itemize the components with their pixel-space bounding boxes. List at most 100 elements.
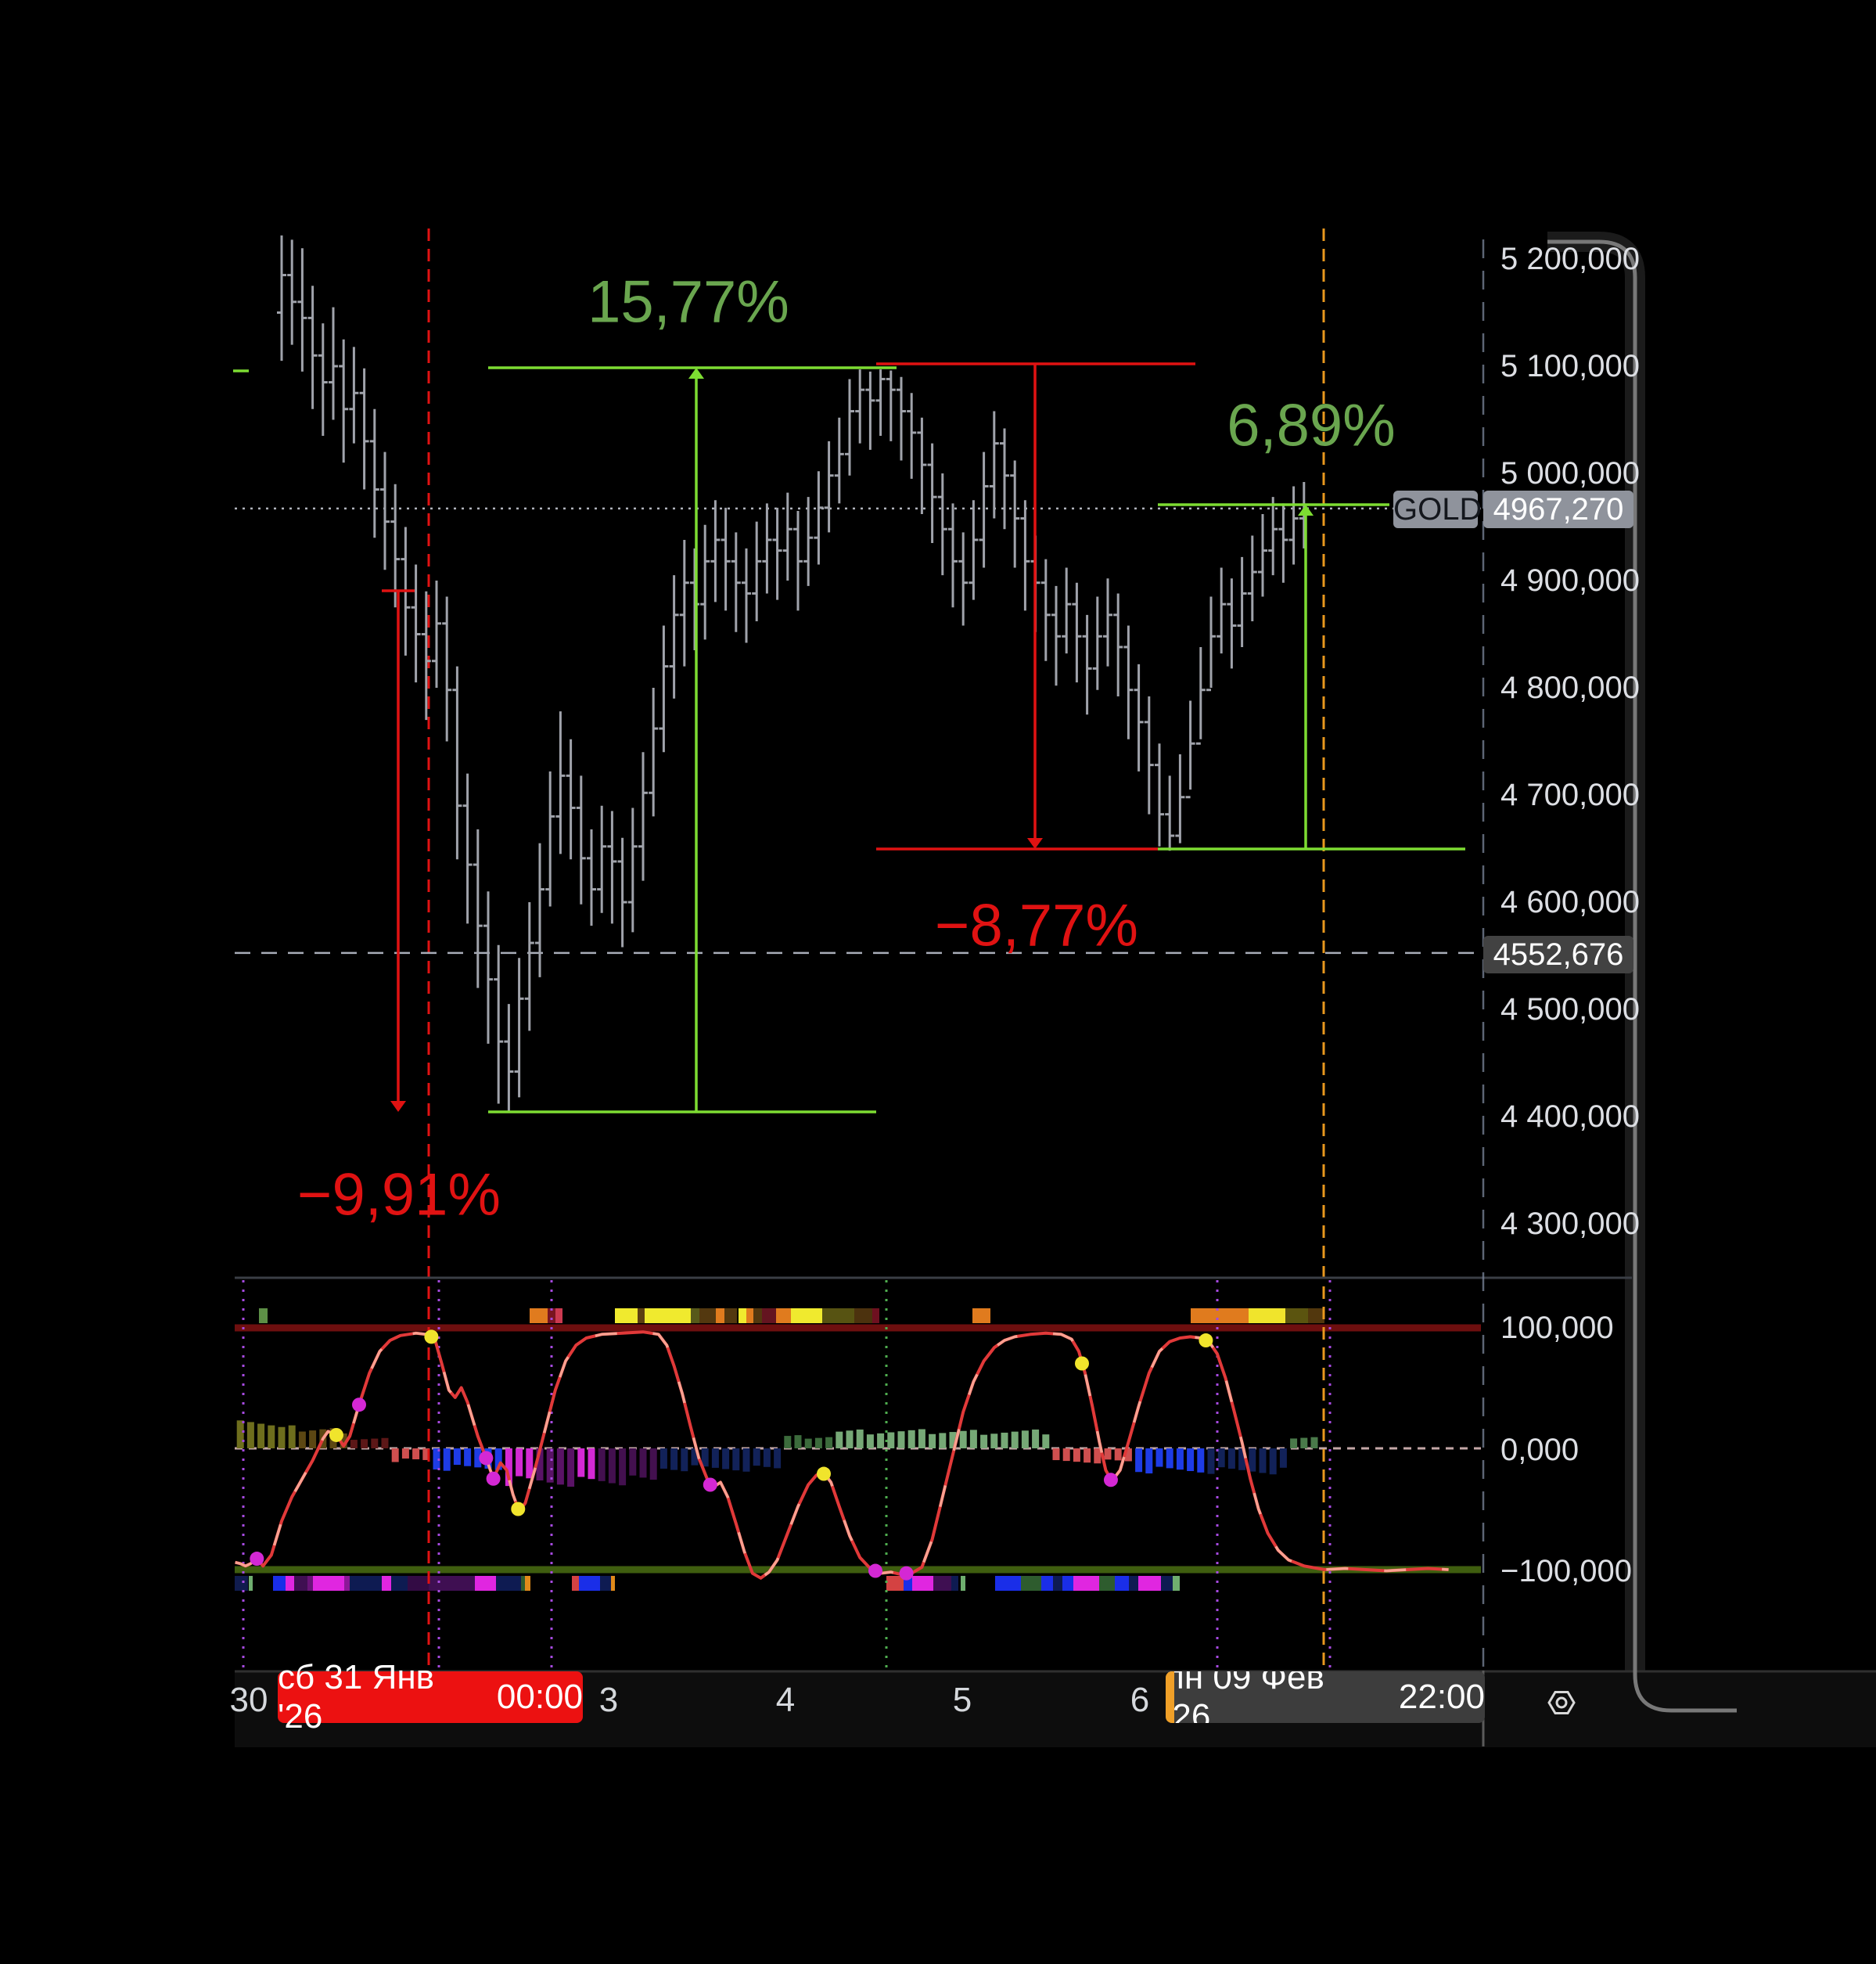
histogram-bar <box>753 1448 760 1466</box>
histogram-bar <box>1310 1437 1318 1448</box>
histogram-bar <box>1207 1448 1215 1474</box>
histogram-bar <box>371 1438 379 1448</box>
indicator-bottom-strip-segment <box>273 1576 286 1591</box>
histogram-bar <box>1269 1448 1277 1475</box>
indicator-bottom-strip-segment <box>249 1576 253 1591</box>
badge-time: 00:00 <box>496 1678 583 1716</box>
histogram-bar <box>505 1448 512 1487</box>
price-axis-label: 5 000,000 <box>1500 456 1640 491</box>
histogram-bar <box>1114 1448 1122 1461</box>
indicator-top-strip-segment <box>1249 1308 1285 1323</box>
histogram-bar <box>794 1435 802 1448</box>
indicator-top-strip-segment <box>691 1308 699 1323</box>
histogram-bar <box>784 1436 792 1448</box>
histogram-bar <box>877 1433 885 1448</box>
histogram-bar <box>649 1448 657 1480</box>
indicator-bottom-strip-segment <box>1129 1576 1138 1591</box>
histogram-bar <box>598 1448 606 1481</box>
histogram-bar <box>1259 1448 1267 1473</box>
histogram-bar <box>980 1434 988 1448</box>
price-axis-label: 4 400,000 <box>1500 1099 1640 1134</box>
histogram-bar <box>588 1448 595 1480</box>
histogram-bar <box>866 1434 874 1448</box>
histogram-bar <box>836 1431 843 1448</box>
scale-settings-icon[interactable] <box>1543 1684 1580 1721</box>
indicator-bottom-strip-segment <box>600 1576 611 1591</box>
histogram-bar <box>1042 1434 1050 1448</box>
indicator-top-strip-segment <box>872 1308 879 1323</box>
indicator-bottom-strip-segment <box>307 1576 313 1591</box>
histogram-bar <box>804 1438 812 1448</box>
histogram-bar <box>742 1448 750 1472</box>
histogram-bar <box>763 1448 771 1467</box>
histogram-bar <box>774 1448 782 1469</box>
histogram-bar <box>1001 1432 1008 1448</box>
oscillator-signal-dot-magenta <box>1103 1473 1118 1487</box>
histogram-bar <box>1052 1448 1060 1461</box>
price-axis-label: 4 700,000 <box>1500 778 1640 812</box>
indicator-bottom-strip-segment <box>1073 1576 1099 1591</box>
histogram-bar <box>959 1430 967 1448</box>
histogram-bar <box>681 1448 688 1472</box>
indicator-top-strip-segment <box>615 1308 638 1323</box>
oscillator-line-highlight <box>235 1330 1449 1580</box>
histogram-bar <box>546 1448 554 1483</box>
oscillator-signal-dot-magenta <box>868 1563 882 1578</box>
histogram-bar <box>268 1425 275 1448</box>
histogram-bar <box>494 1448 502 1470</box>
histogram-bar <box>464 1448 472 1466</box>
histogram-bar <box>401 1448 409 1459</box>
oscillator-signal-dot-magenta <box>899 1566 914 1581</box>
histogram-bar <box>298 1431 306 1448</box>
histogram-bar <box>1104 1448 1112 1460</box>
oscillator-signal-dot-magenta <box>703 1477 717 1492</box>
indicator-bottom-strip-segment <box>294 1576 307 1591</box>
histogram-bar <box>536 1448 544 1480</box>
histogram-bar <box>1217 1448 1225 1468</box>
indicator-bottom-strip-segment <box>429 1576 475 1591</box>
histogram-bar <box>1238 1448 1246 1470</box>
indicator-top-strip-segment <box>1191 1308 1249 1323</box>
indicator-top-strip-segment <box>548 1308 555 1323</box>
indicator-bottom-strip-segment <box>579 1576 600 1591</box>
histogram-bar <box>659 1448 667 1469</box>
oscillator-signal-dot-magenta <box>250 1552 264 1567</box>
histogram-bar <box>918 1429 925 1448</box>
indicator-bottom-strip-segment <box>1053 1576 1062 1591</box>
side-panel-border <box>1547 239 1737 1713</box>
histogram-bar <box>949 1432 957 1448</box>
indicator-top-strip-segment <box>854 1308 872 1323</box>
histogram-bar <box>288 1425 296 1448</box>
histogram-bar <box>732 1448 740 1471</box>
indicator-bottom-strip-segment <box>350 1576 382 1591</box>
histogram-bar <box>1011 1431 1019 1448</box>
measure-arrowhead <box>1298 505 1314 516</box>
range-end-date-badge: пн 09 Фев '26 22:00 <box>1166 1671 1485 1723</box>
histogram-bar <box>1073 1448 1080 1462</box>
histogram-bar <box>608 1448 616 1484</box>
histogram-bar <box>969 1430 977 1448</box>
histogram-bar <box>1166 1448 1173 1469</box>
histogram-bar <box>1094 1448 1102 1464</box>
oscillator-signal-dot-yellow <box>329 1427 343 1442</box>
price-axis-label: 5 200,000 <box>1500 242 1640 276</box>
range-start-date-badge: сб 31 Янв '26 00:00 <box>278 1658 583 1736</box>
indicator-bottom-strip-segment <box>382 1576 391 1591</box>
indicator-bottom-strip-segment <box>933 1576 951 1591</box>
histogram-bar <box>711 1448 719 1468</box>
measure-arrowhead <box>688 368 704 379</box>
indicator-bottom-strip-segment <box>286 1576 294 1591</box>
histogram-bar <box>701 1448 709 1467</box>
time-axis-label: 4 <box>775 1681 796 1719</box>
histogram-bar <box>1290 1438 1298 1448</box>
indicator-bottom-strip-segment <box>1041 1576 1053 1591</box>
indicator-bottom-strip-segment <box>525 1576 530 1591</box>
oscillator-signal-dot-magenta <box>486 1471 501 1486</box>
indicator-bottom-strip-segment <box>1021 1576 1041 1591</box>
indicator-top-strip-segment <box>972 1308 990 1323</box>
price-axis-label: 4 900,000 <box>1500 563 1640 598</box>
histogram-bar <box>577 1448 585 1477</box>
indicator-bottom-strip-segment <box>1115 1576 1129 1591</box>
histogram-bar <box>1227 1448 1235 1469</box>
